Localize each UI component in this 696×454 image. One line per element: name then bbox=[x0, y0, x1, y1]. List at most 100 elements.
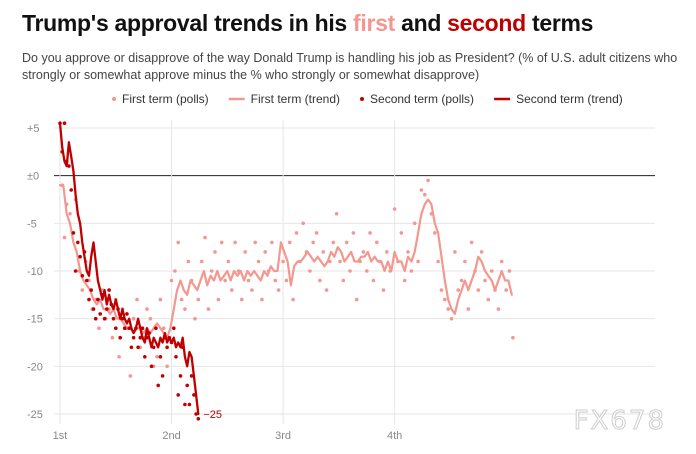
poll-point bbox=[203, 235, 207, 240]
y-tick-label: -25 bbox=[27, 409, 43, 421]
poll-point bbox=[331, 240, 336, 245]
poll-point bbox=[187, 402, 192, 407]
poll-point bbox=[176, 393, 180, 397]
poll-point bbox=[371, 278, 376, 283]
poll-point bbox=[185, 383, 189, 388]
poll-point bbox=[216, 297, 221, 302]
poll-point bbox=[351, 231, 356, 235]
poll-point bbox=[85, 278, 89, 283]
title-part-3: terms bbox=[525, 10, 594, 36]
poll-point bbox=[158, 355, 163, 359]
poll-point bbox=[69, 188, 73, 192]
poll-point bbox=[308, 269, 312, 273]
poll-point bbox=[253, 240, 257, 245]
poll-point bbox=[288, 240, 292, 245]
poll-point bbox=[476, 288, 481, 292]
poll-point bbox=[324, 288, 329, 292]
watermark-logo: FX678 bbox=[573, 406, 666, 437]
poll-point bbox=[230, 288, 234, 292]
poll-point bbox=[107, 288, 111, 292]
poll-point bbox=[419, 188, 424, 192]
poll-point bbox=[270, 240, 274, 245]
legend-label: First term (trend) bbox=[251, 92, 340, 106]
y-tick-label: -15 bbox=[27, 314, 43, 326]
poll-point bbox=[392, 207, 397, 211]
title-second-word: second bbox=[447, 10, 526, 36]
poll-point bbox=[154, 326, 158, 331]
legend-label: First term (polls) bbox=[122, 92, 209, 106]
poll-point bbox=[318, 278, 322, 283]
y-tick-label: ±0 bbox=[27, 171, 39, 183]
poll-point bbox=[219, 240, 224, 245]
poll-point bbox=[122, 326, 127, 331]
poll-point bbox=[80, 274, 85, 278]
poll-point bbox=[314, 231, 319, 235]
poll-point bbox=[439, 288, 444, 292]
poll-point bbox=[135, 297, 139, 302]
poll-point bbox=[87, 297, 91, 302]
poll-point bbox=[291, 297, 295, 302]
poll-point bbox=[97, 326, 101, 331]
poll-point bbox=[196, 297, 201, 302]
page-title: Trump's approval trends in his first and… bbox=[22, 10, 593, 37]
poll-point bbox=[443, 297, 447, 302]
poll-point bbox=[469, 240, 474, 245]
poll-point bbox=[125, 312, 129, 316]
poll-point bbox=[226, 259, 231, 264]
poll-point bbox=[281, 259, 285, 264]
x-tick-label: 4th bbox=[387, 430, 402, 442]
poll-point bbox=[98, 312, 102, 316]
poll-point bbox=[463, 259, 467, 264]
poll-point bbox=[489, 269, 494, 273]
poll-point bbox=[499, 259, 504, 264]
poll-point bbox=[76, 240, 80, 245]
poll-point bbox=[507, 269, 512, 273]
poll-point bbox=[129, 345, 134, 350]
y-tick-label: -20 bbox=[27, 361, 43, 373]
poll-point bbox=[102, 316, 107, 321]
poll-point bbox=[128, 374, 133, 378]
poll-point bbox=[209, 269, 214, 273]
poll-point bbox=[165, 364, 169, 369]
poll-point bbox=[354, 297, 359, 302]
poll-point bbox=[174, 355, 178, 359]
x-tick-label: 2nd bbox=[162, 430, 180, 442]
poll-point bbox=[338, 259, 342, 264]
poll-point bbox=[68, 212, 72, 216]
y-tick-label: +5 bbox=[27, 123, 40, 135]
poll-point bbox=[263, 250, 268, 254]
poll-point bbox=[368, 231, 372, 235]
poll-point bbox=[67, 164, 71, 168]
y-tick-label: -10 bbox=[27, 266, 43, 278]
chart-subtitle: Do you approve or disapprove of the way … bbox=[22, 51, 678, 82]
poll-point bbox=[111, 316, 116, 321]
poll-point bbox=[193, 316, 197, 321]
poll-point bbox=[456, 288, 461, 292]
poll-point bbox=[496, 307, 501, 311]
poll-point bbox=[406, 250, 410, 254]
poll-point bbox=[136, 345, 140, 350]
title-part-1: Trump's approval trends in his bbox=[22, 10, 354, 36]
poll-point bbox=[105, 307, 109, 311]
poll-point bbox=[381, 288, 386, 292]
poll-point bbox=[311, 240, 316, 245]
poll-point bbox=[233, 240, 237, 245]
poll-point bbox=[504, 288, 509, 292]
poll-point bbox=[348, 269, 352, 273]
poll-point bbox=[284, 278, 289, 283]
poll-point bbox=[96, 297, 100, 302]
poll-point bbox=[334, 212, 339, 216]
poll-point bbox=[149, 364, 154, 369]
poll-point bbox=[256, 259, 261, 264]
poll-point bbox=[183, 402, 187, 407]
poll-point bbox=[409, 269, 414, 273]
poll-point bbox=[375, 240, 379, 245]
poll-point bbox=[62, 235, 67, 240]
poll-point bbox=[399, 231, 404, 235]
poll-point bbox=[412, 221, 417, 226]
poll-point bbox=[172, 326, 176, 331]
poll-point bbox=[156, 383, 160, 388]
legend-marker-dot bbox=[112, 97, 116, 101]
y-tick-label: -5 bbox=[27, 218, 37, 230]
